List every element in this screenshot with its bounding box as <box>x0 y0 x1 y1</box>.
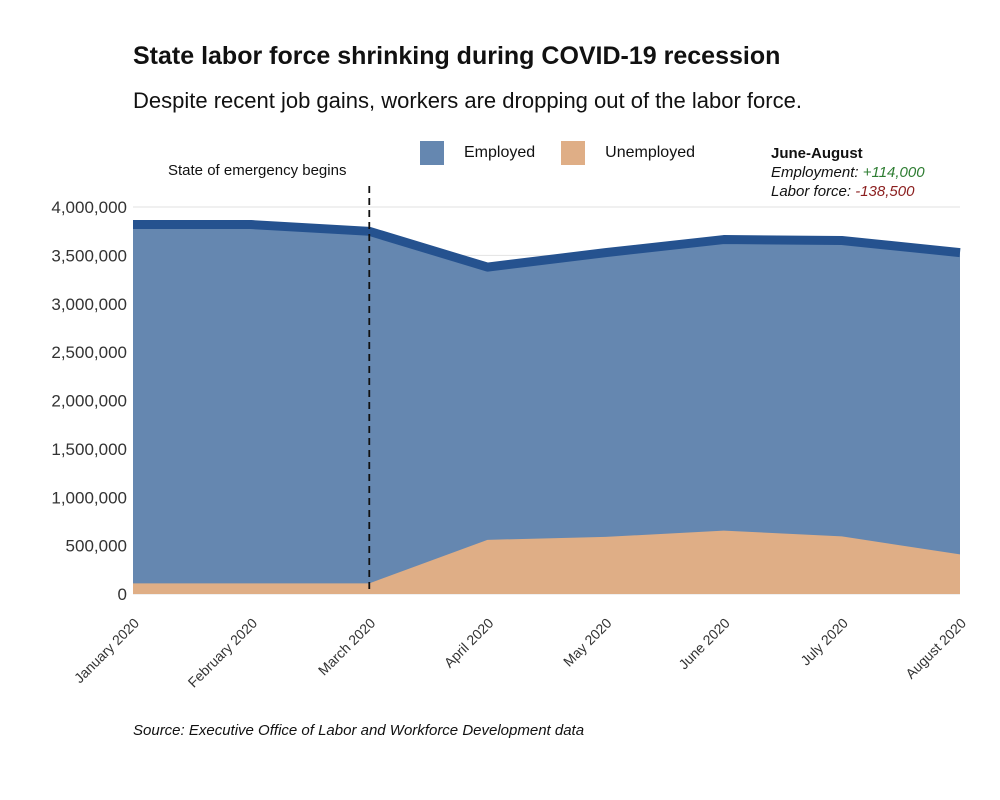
legend-swatch-unemployed <box>561 141 586 165</box>
y-tick-label: 0 <box>118 585 127 604</box>
y-tick-label: 4,000,000 <box>51 198 127 217</box>
x-tick-label: August 2020 <box>902 615 969 682</box>
callout-labor-force-value: -138,500 <box>855 183 915 200</box>
y-tick-label: 2,500,000 <box>51 343 127 362</box>
x-tick-label: April 2020 <box>441 615 497 671</box>
y-tick-label: 1,000,000 <box>51 488 127 507</box>
callout-heading: June-August <box>771 145 863 162</box>
legend-label-employed: Employed <box>464 144 536 161</box>
x-axis-ticks: January 2020 February 2020 March 2020 April… <box>71 615 969 691</box>
callout-employment-label: Employment: <box>771 164 863 181</box>
labor-force-line <box>133 220 961 272</box>
x-tick-label: January 2020 <box>71 615 142 686</box>
source-note: Source: Executive Office of Labor and Wo… <box>133 722 585 739</box>
emergency-annotation-label: State of emergency begins <box>168 162 347 179</box>
x-tick-label: July 2020 <box>797 615 851 669</box>
change-callout: June-August Employment: +114,000 Labor f… <box>771 144 925 201</box>
y-tick-label: 1,500,000 <box>51 440 127 459</box>
callout-employment: Employment: +114,000 <box>771 163 925 182</box>
y-axis-ticks: 0 500,000 1,000,000 1,500,000 2,000,000 2,500… <box>51 198 127 604</box>
chart-title: State labor force shrinking during COVID… <box>133 42 781 70</box>
employed-area <box>133 220 960 595</box>
y-tick-label: 3,000,000 <box>51 295 127 314</box>
unemployed-area <box>133 530 960 594</box>
chart-areas <box>133 220 961 595</box>
callout-employment-value: +114,000 <box>862 164 925 181</box>
legend-label-unemployed: Unemployed <box>605 144 695 161</box>
legend: Employed Unemployed <box>420 140 721 166</box>
y-tick-label: 3,500,000 <box>51 246 127 265</box>
x-tick-label: March 2020 <box>315 615 379 679</box>
callout-labor-force: Labor force: -138,500 <box>771 182 925 201</box>
y-tick-label: 2,000,000 <box>51 392 127 411</box>
legend-swatch-employed <box>420 141 444 165</box>
x-tick-label: May 2020 <box>560 615 615 670</box>
chart-subtitle: Despite recent job gains, workers are dr… <box>133 88 802 113</box>
y-tick-label: 500,000 <box>66 537 127 556</box>
callout-labor-force-label: Labor force: <box>771 183 856 200</box>
x-tick-label: June 2020 <box>675 615 733 673</box>
x-tick-label: February 2020 <box>185 615 261 691</box>
